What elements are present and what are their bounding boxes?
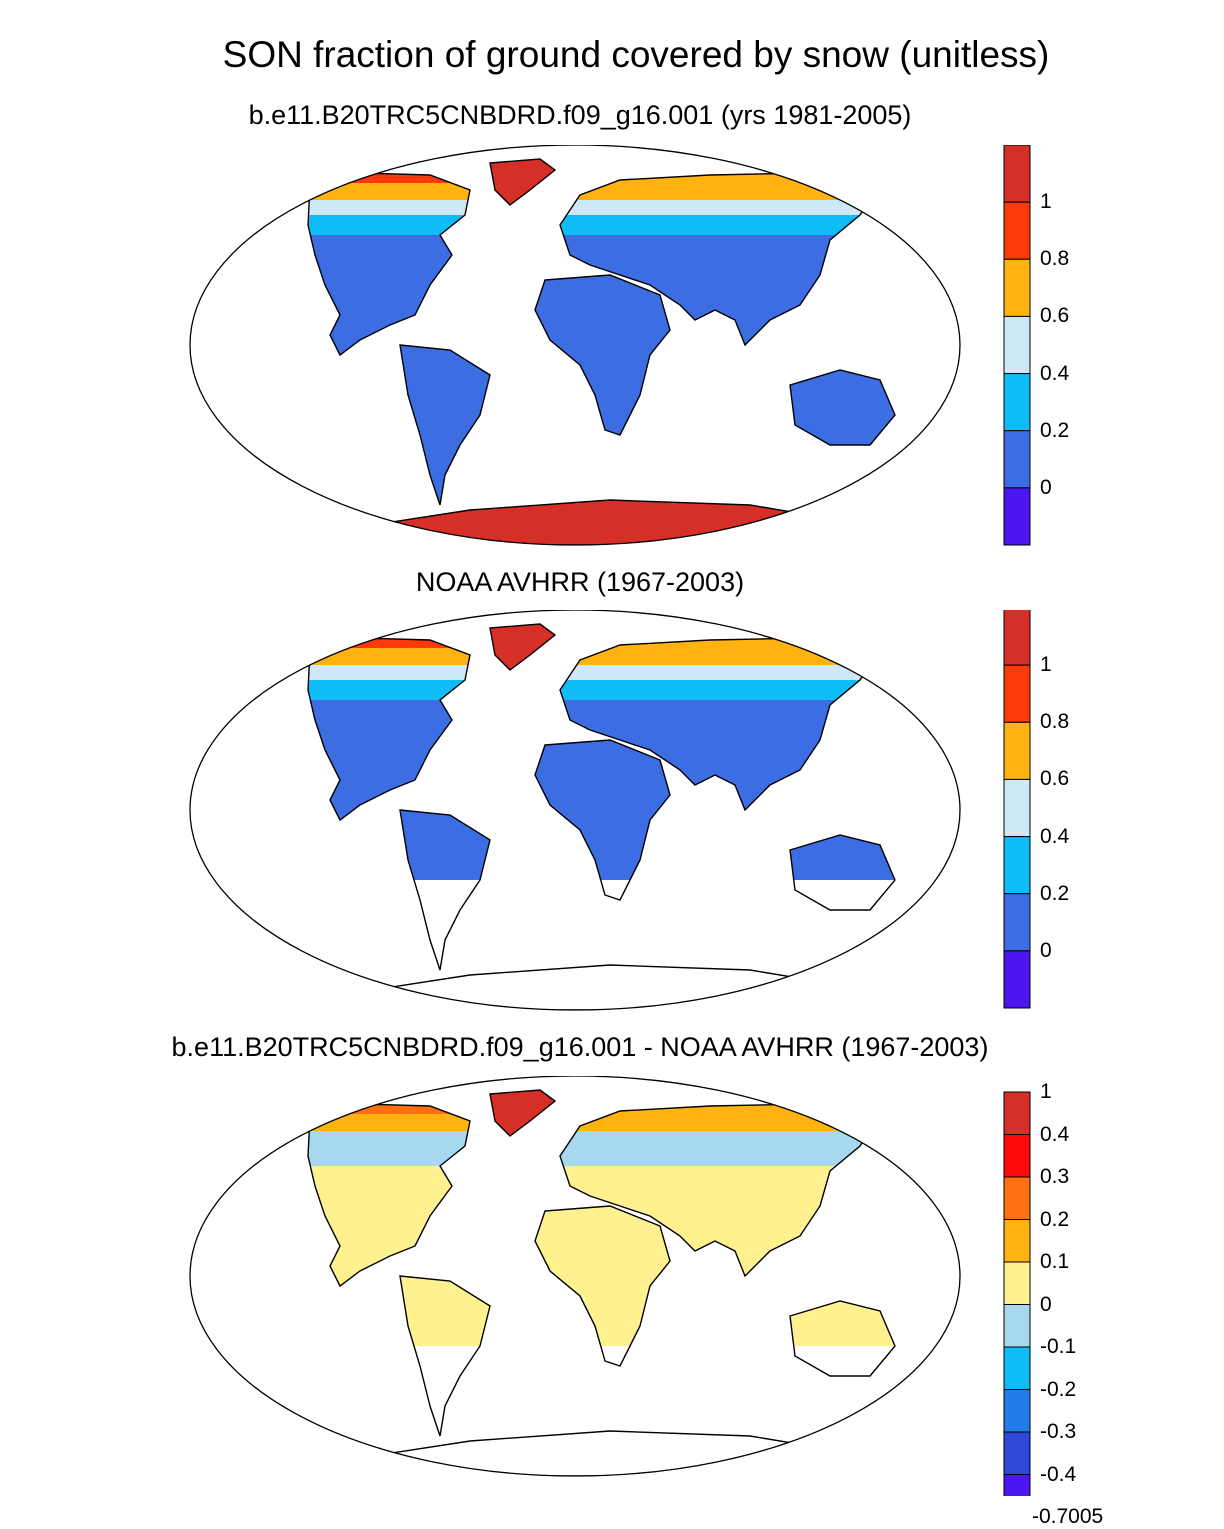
land-samerica [400,345,490,505]
colorbar-label: 1 [1040,653,1052,677]
colorbar-label: -0.7005 [1032,1505,1104,1528]
colorbar-label: 0.6 [1040,304,1070,328]
colorbar-label: -0.2 [1040,1377,1077,1401]
colorbar-swatch [1003,1389,1031,1433]
colorbar-1 [1003,145,1031,546]
colorbar-swatch [1003,950,1031,1009]
land-samerica [400,1276,490,1346]
map-area [190,145,960,545]
panel-1-subtitle: b.e11.B20TRC5CNBDRD.f09_g16.001 (yrs 198… [248,100,912,130]
colorbar-swatch [1003,1134,1031,1178]
colorbar-label: 0.2 [1040,418,1070,442]
land-australia [790,835,895,880]
colorbar-label: 1 [1040,1080,1052,1103]
colorbar-swatch [1003,487,1031,546]
colorbar-swatch [1003,893,1031,952]
colorbar-label: -0.3 [1040,1420,1077,1443]
main-title: SON fraction of ground covered by snow (… [222,34,1050,75]
colorbar-label: -0.4 [1040,1462,1077,1486]
colorbar-swatch [1003,1261,1031,1305]
colorbar-swatch [1003,1091,1031,1135]
colorbar-label: 0 [1040,938,1052,962]
land-africa [535,1206,670,1346]
colorbar-swatch [1003,430,1031,489]
land-samerica [400,810,490,880]
colorbar-label: 0.8 [1040,710,1070,734]
colorbar-2 [1003,610,1031,1009]
map-border [189,610,961,1011]
panel-2-subtitle: NOAA AVHRR (1967-2003) [415,567,745,597]
colorbar-swatch [1003,1176,1031,1220]
colorbar-label: 0 [1040,1292,1052,1316]
colorbar-label: 0 [1040,475,1052,499]
colorbar-label: 0.2 [1040,1207,1070,1231]
colorbar-swatch [1003,1431,1031,1475]
colorbar-3 [1003,1091,1031,1496]
colorbar-label: 0.8 [1040,247,1070,271]
map-panel-2 [189,610,1031,1011]
colorbar-swatch [1003,315,1031,375]
colorbar-swatch [1003,1346,1031,1390]
colorbar-swatch [1003,610,1031,666]
colorbar-label: 0.4 [1040,1122,1070,1146]
colorbar-swatch [1003,1219,1031,1263]
map-border [189,1076,961,1477]
map-border [189,145,961,546]
map-panel-1 [189,145,1031,546]
map-area [190,610,960,1010]
colorbar-label: 1 [1040,190,1052,214]
colorbar-swatch [1003,664,1031,723]
colorbar-label: 0.3 [1040,1165,1070,1188]
map-panel-3 [189,1076,1031,1496]
colorbar-swatch [1003,201,1031,260]
colorbar-swatch [1003,1474,1031,1496]
colorbar-swatch [1003,373,1031,432]
colorbar-label: 0.4 [1040,361,1070,385]
colorbar-label: 0.1 [1040,1250,1070,1273]
colorbar-swatch [1003,778,1031,838]
land-australia [790,1301,895,1346]
land-australia [790,370,895,445]
colorbar-swatch [1003,1304,1031,1348]
colorbar-swatch [1003,258,1031,317]
panel-3-subtitle: b.e11.B20TRC5CNBDRD.f09_g16.001 - NOAA A… [171,1032,989,1062]
map-area [190,1076,960,1476]
colorbar-swatch [1003,836,1031,895]
colorbar-label: 0.4 [1040,824,1070,848]
colorbar-swatch [1003,145,1031,203]
land-africa [535,275,670,435]
colorbar-swatch [1003,721,1031,780]
colorbar-label: 0.2 [1040,881,1070,905]
colorbar-label: 0.6 [1040,767,1070,791]
colorbar-label: -0.1 [1040,1335,1077,1358]
land-africa [535,740,670,880]
